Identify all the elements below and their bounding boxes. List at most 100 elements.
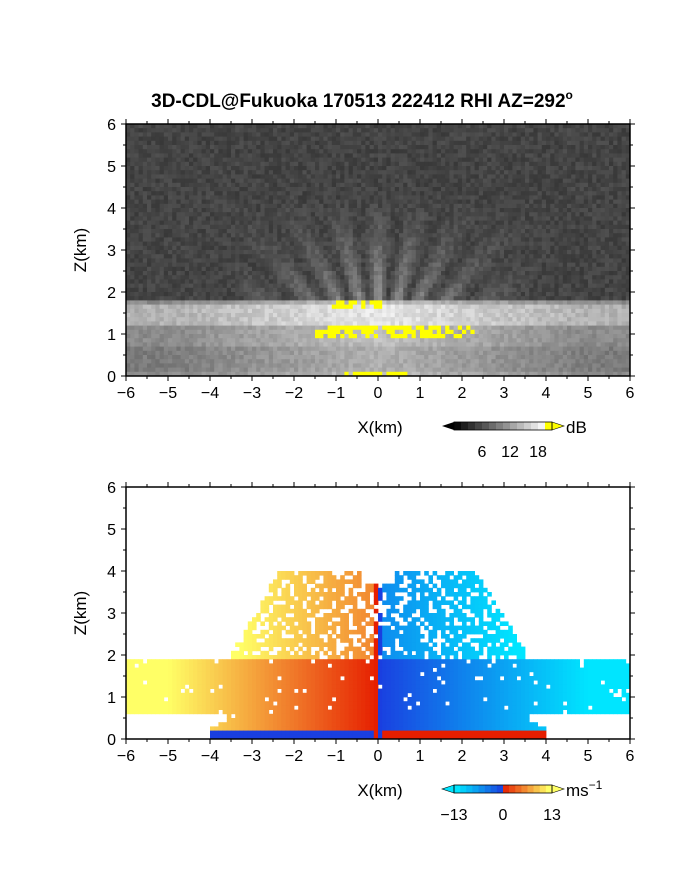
snr-cell (134, 161, 139, 167)
snr-cell (403, 136, 408, 142)
snr-cell (554, 157, 559, 163)
snr-cell (583, 132, 589, 137)
snr-cell (264, 208, 270, 213)
snr-cell (205, 250, 211, 255)
snr-cell (323, 182, 328, 188)
snr-cell (222, 224, 228, 230)
snr-cell (180, 153, 186, 158)
snr-cell (432, 233, 438, 238)
snr-cell (226, 199, 232, 205)
snr-cell (268, 195, 274, 200)
snr-cell (289, 224, 295, 230)
snr-cell (357, 170, 362, 175)
snr-cell (159, 166, 165, 171)
snr-cell (617, 258, 622, 263)
snr-cell (256, 191, 261, 196)
snr-cell (436, 279, 442, 284)
snr-cell (403, 178, 408, 184)
snr-cell (432, 224, 438, 230)
snr-cell (294, 157, 299, 163)
snr-cell (260, 170, 265, 175)
snr-cell (562, 275, 568, 280)
snr-cell (424, 195, 429, 200)
snr-cell (168, 220, 173, 226)
snr-cell (617, 166, 622, 171)
snr-cell (172, 220, 177, 226)
snr-cell (541, 187, 547, 192)
snr-cell (571, 287, 576, 293)
snr-cell (331, 292, 337, 297)
snr-cell (483, 166, 488, 171)
snr-cell (273, 161, 278, 167)
snr-cell (231, 262, 236, 268)
snr-cell (189, 161, 194, 167)
snr-cell (474, 241, 480, 247)
snr-cell (625, 229, 631, 234)
snr-cell (441, 279, 446, 284)
snr-cell (193, 237, 198, 242)
snr-cell (567, 128, 572, 133)
snr-cell (403, 296, 408, 301)
snr-cell (554, 136, 559, 142)
snr-cell (445, 275, 450, 280)
snr-cell (478, 132, 484, 137)
snr-cell (142, 224, 148, 230)
snr-cell (168, 174, 173, 179)
snr-cell (621, 241, 627, 247)
snr-cell (562, 145, 568, 150)
snr-cell (571, 149, 576, 154)
snr-cell (621, 292, 627, 297)
snr-cell (386, 136, 391, 142)
snr-cell (197, 266, 202, 272)
snr-cell (499, 237, 505, 242)
snr-cell (436, 149, 442, 154)
snr-cell (231, 157, 236, 163)
snr-cell (428, 157, 433, 163)
snr-cell (504, 178, 509, 184)
snr-cell (226, 241, 232, 247)
snr-cell (613, 124, 618, 129)
snr-cell (592, 203, 597, 209)
snr-cell (462, 140, 467, 146)
snr-cell (592, 258, 597, 263)
snr-cell (558, 124, 564, 129)
snr-cell (126, 241, 131, 247)
snr-cell (575, 287, 580, 293)
snr-cell (138, 157, 144, 163)
snr-cell (562, 224, 568, 230)
snr-cell (352, 161, 358, 167)
snr-cell (499, 224, 505, 230)
snr-cell (184, 199, 190, 205)
snr-cell (273, 224, 278, 230)
snr-cell (403, 279, 408, 284)
snr-cell (592, 132, 597, 137)
snr-cell (390, 153, 396, 158)
snr-cell (462, 157, 467, 163)
snr-cell (588, 191, 593, 196)
snr-cell (407, 233, 412, 238)
snr-cell (466, 216, 471, 221)
snr-cell (441, 145, 446, 150)
snr-cell (277, 124, 282, 129)
snr-cell (243, 191, 249, 196)
snr-cell (567, 195, 572, 200)
snr-cell (205, 182, 211, 188)
snr-cell (373, 157, 379, 163)
snr-cell (428, 199, 433, 205)
snr-cell (550, 174, 555, 179)
snr-cell (604, 262, 610, 268)
snr-cell (512, 203, 517, 209)
snr-cell (331, 279, 337, 284)
snr-cell (609, 157, 614, 163)
snr-cell (428, 178, 433, 184)
snr-cell (231, 132, 236, 137)
snr-cell (579, 220, 585, 226)
snr-cell (562, 191, 568, 196)
snr-cell (558, 166, 564, 171)
snr-cell (289, 250, 295, 255)
snr-cell (529, 145, 534, 150)
snr-cell (331, 233, 337, 238)
snr-cell (327, 145, 333, 150)
snr-cell (575, 128, 580, 133)
snr-cell (537, 182, 543, 188)
